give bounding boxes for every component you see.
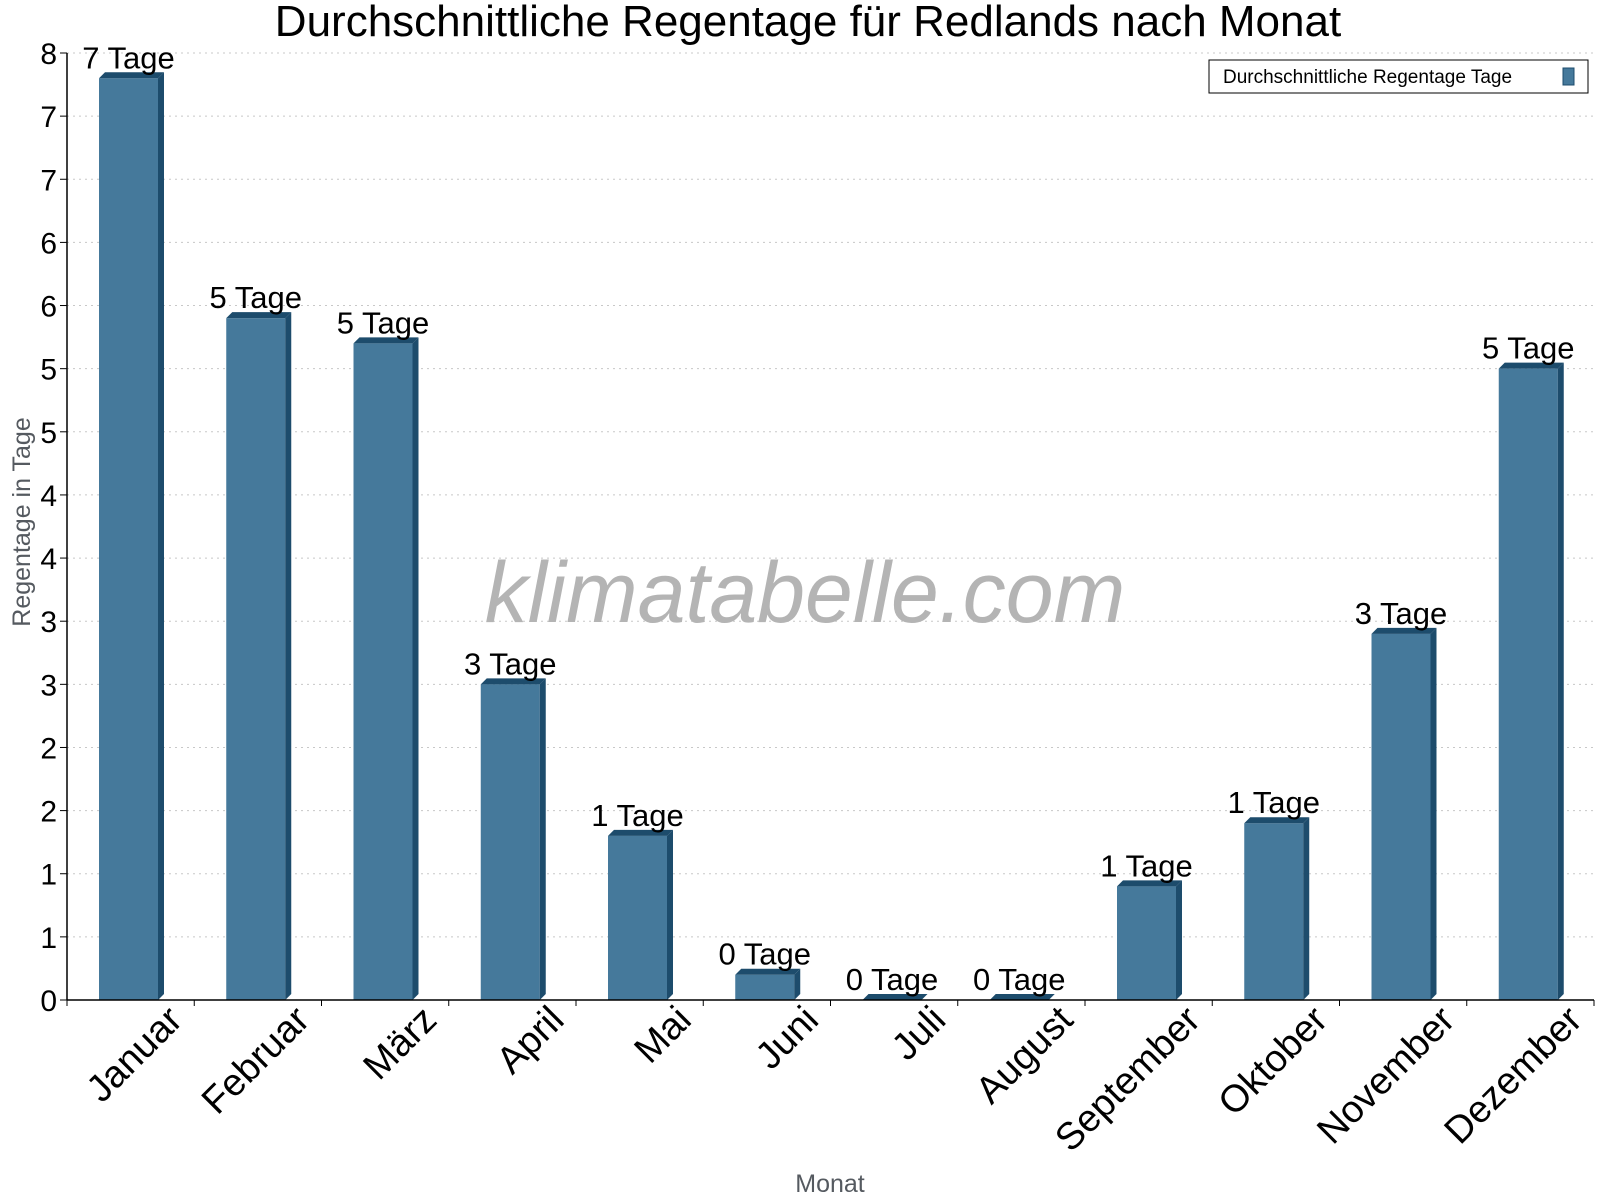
y-tick-label: 2 bbox=[40, 796, 57, 829]
data-label: 3 Tage bbox=[464, 646, 557, 681]
chart-title: Durchschnittliche Regentage für Redlands… bbox=[275, 0, 1341, 46]
bar-top bbox=[99, 72, 164, 79]
bar bbox=[735, 974, 795, 1000]
legend-swatch bbox=[1562, 67, 1575, 86]
x-axis-label: Monat bbox=[795, 1170, 865, 1198]
bar-side bbox=[158, 72, 164, 1000]
x-tick-label: November bbox=[1309, 998, 1463, 1152]
bar-top bbox=[1244, 817, 1310, 824]
x-tick-label: August bbox=[968, 998, 1082, 1112]
legend-label: Durchschnittliche Regentage Tage bbox=[1223, 67, 1512, 88]
bar bbox=[480, 684, 540, 1000]
bar bbox=[1498, 368, 1558, 1001]
y-tick-label: 3 bbox=[40, 669, 57, 702]
bar-top bbox=[862, 994, 928, 1000]
x-tick-label: Januar bbox=[79, 998, 191, 1110]
data-label: 5 Tage bbox=[209, 280, 302, 315]
bar bbox=[608, 835, 667, 1000]
bar-top bbox=[226, 312, 292, 319]
y-tick-label: 7 bbox=[40, 164, 57, 197]
y-tick-label: 0 bbox=[40, 985, 57, 1018]
y-tick-label: 8 bbox=[40, 38, 57, 71]
y-tick-label: 2 bbox=[40, 732, 57, 765]
legend-box bbox=[1208, 59, 1589, 94]
bar bbox=[353, 343, 413, 1000]
data-label: 1 Tage bbox=[1100, 848, 1193, 883]
y-tick-label: 3 bbox=[40, 606, 57, 639]
bar-top bbox=[1117, 880, 1182, 887]
bar-side bbox=[667, 829, 673, 1000]
x-tick-label: Mai bbox=[627, 999, 700, 1072]
bar bbox=[226, 318, 286, 1000]
bar-top bbox=[989, 994, 1055, 1000]
x-tick-labels: Januar Februar März April Mai Juni Juli AugustS… bbox=[79, 998, 1591, 1159]
y-tick-label: 6 bbox=[40, 227, 57, 260]
bar-side bbox=[285, 312, 292, 1000]
bar bbox=[1244, 823, 1304, 1000]
bar bbox=[1117, 886, 1176, 1000]
y-tick-label: 4 bbox=[40, 543, 57, 576]
y-tick-label: 5 bbox=[40, 417, 57, 450]
bar-top bbox=[1371, 627, 1437, 634]
bar-side bbox=[794, 968, 801, 1000]
bar-side bbox=[1176, 880, 1182, 1000]
y-axis-label: Regentage in Tage bbox=[8, 417, 36, 626]
bar-top bbox=[480, 678, 546, 685]
data-label: 0 Tage bbox=[718, 937, 811, 972]
legend: Durchschnittliche Regentage Tage bbox=[1208, 59, 1589, 94]
data-label: 5 Tage bbox=[1482, 331, 1575, 366]
data-label: 7 Tage bbox=[82, 40, 175, 75]
data-label: 1 Tage bbox=[591, 798, 684, 833]
y-tick-label: 7 bbox=[40, 101, 57, 134]
y-tick-labels: 0 1 1 2 2 3 3 4 4 5 5 6 6 7 7 8 bbox=[40, 38, 57, 1018]
bar-top bbox=[1498, 362, 1564, 369]
x-tick-label: März bbox=[356, 999, 445, 1088]
y-tick-label: 1 bbox=[40, 859, 57, 892]
bar-top bbox=[735, 968, 801, 975]
bar-side bbox=[1303, 817, 1310, 1000]
y-tick-label: 4 bbox=[40, 480, 57, 513]
x-tick-label: April bbox=[489, 999, 572, 1082]
y-tick-label: 5 bbox=[40, 354, 57, 387]
bar-side bbox=[1557, 362, 1564, 1001]
x-tick-label: Februar bbox=[194, 998, 318, 1122]
data-label: 0 Tage bbox=[973, 962, 1066, 997]
bar-side bbox=[1430, 627, 1437, 1000]
data-labels: 7 Tage 5 Tage 5 Tage 3 Tage 1 Tage 0 Tage 0 Ta… bbox=[82, 40, 1574, 997]
bar-side bbox=[412, 337, 419, 1000]
watermark: klimatabelle.com bbox=[485, 545, 1125, 641]
bar-top bbox=[353, 337, 419, 344]
x-tick-label: Dezember bbox=[1437, 998, 1591, 1152]
bar bbox=[1371, 633, 1431, 1000]
grid-lines bbox=[67, 52, 1594, 938]
axes bbox=[60, 52, 1595, 1006]
data-label: 3 Tage bbox=[1355, 596, 1448, 631]
data-label: 5 Tage bbox=[337, 305, 430, 340]
data-label: 1 Tage bbox=[1227, 785, 1320, 820]
bar bbox=[99, 78, 158, 1000]
y-tick-label: 1 bbox=[40, 922, 57, 955]
data-label: 0 Tage bbox=[846, 962, 939, 997]
bar-top bbox=[608, 829, 673, 836]
x-tick-label: Oktober bbox=[1211, 998, 1337, 1124]
y-tick-label: 6 bbox=[40, 291, 57, 324]
x-tick-label: Juli bbox=[884, 999, 954, 1069]
bars bbox=[99, 72, 1564, 1001]
x-tick-label: Juni bbox=[748, 999, 827, 1078]
bar-side bbox=[539, 678, 546, 1000]
